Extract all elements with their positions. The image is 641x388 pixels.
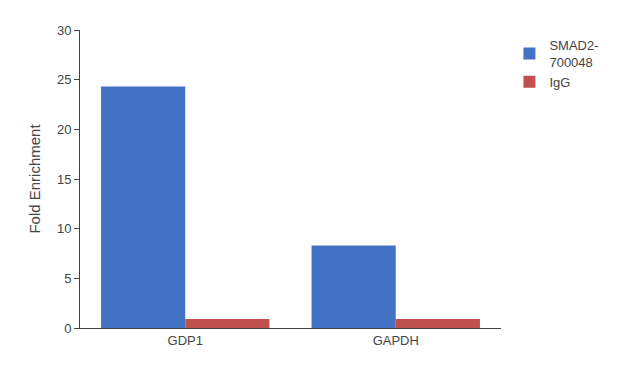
svg-text:10: 10 bbox=[57, 221, 71, 236]
svg-text:30: 30 bbox=[57, 23, 71, 38]
svg-text:15: 15 bbox=[57, 172, 71, 187]
svg-text:GDP1: GDP1 bbox=[168, 333, 203, 348]
svg-text:IgG: IgG bbox=[549, 75, 570, 90]
svg-text:5: 5 bbox=[64, 271, 71, 286]
svg-text:GAPDH: GAPDH bbox=[373, 333, 419, 348]
svg-text:20: 20 bbox=[57, 122, 71, 137]
svg-text:0: 0 bbox=[64, 321, 71, 336]
svg-text:SMAD2-700048: SMAD2-700048 bbox=[549, 38, 598, 70]
svg-text:25: 25 bbox=[57, 72, 71, 87]
svg-text:Fold Enrichment: Fold Enrichment bbox=[26, 124, 43, 234]
